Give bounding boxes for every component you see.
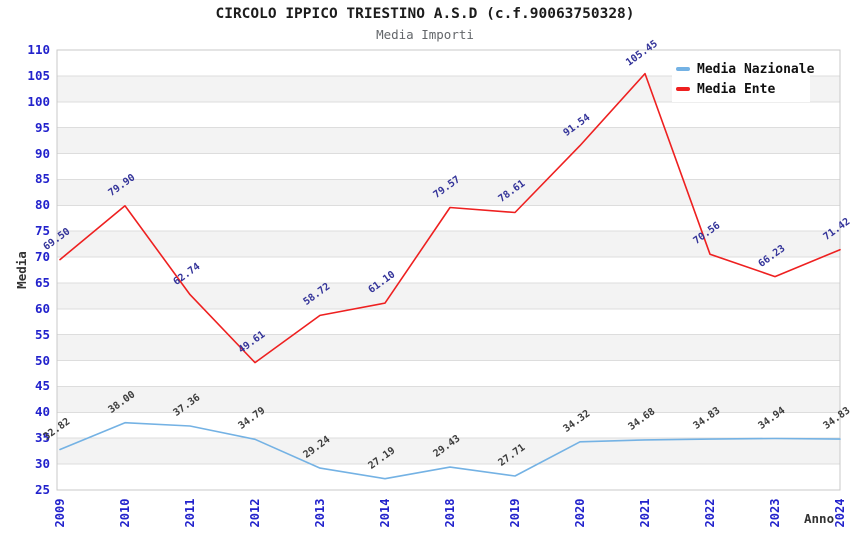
legend: Media Nazionale Media Ente xyxy=(672,57,814,102)
y-tick-label: 70 xyxy=(34,249,50,265)
x-tick-label: 2011 xyxy=(183,498,197,528)
x-tick-label: 2021 xyxy=(638,498,652,528)
x-tick-label: 2010 xyxy=(118,498,132,528)
x-tick-label: 2023 xyxy=(768,498,782,528)
plot-band xyxy=(57,282,840,309)
x-tick-label: 2014 xyxy=(378,498,392,528)
y-tick-label: 75 xyxy=(34,223,50,239)
chart-subtitle: Media Importi xyxy=(376,27,474,42)
y-tick-label: 85 xyxy=(34,171,50,187)
legend-item-media-nazionale: Media Nazionale xyxy=(676,59,814,79)
series-line-media-nazionale xyxy=(59,421,841,480)
chart-title: CIRCOLO IPPICO TRIESTINO A.S.D (c.f.9006… xyxy=(215,6,635,22)
x-tick-label: 2013 xyxy=(313,498,327,528)
media-nazionale-line-swatch-icon xyxy=(676,67,690,71)
x-tick-label: 2022 xyxy=(703,498,717,528)
x-axis-title: Anno xyxy=(804,511,835,526)
y-tick-label: 95 xyxy=(34,119,50,135)
y-tick-label: 50 xyxy=(34,352,50,368)
legend-label: Media Ente xyxy=(697,81,776,97)
plot-border xyxy=(56,49,841,491)
series-line-media-ente xyxy=(59,72,841,364)
plot-band xyxy=(57,179,840,206)
y-tick-label: 90 xyxy=(34,145,50,161)
plot-band xyxy=(57,127,840,154)
plot-band xyxy=(57,386,840,413)
plot-band xyxy=(57,231,840,258)
plot-band xyxy=(57,334,840,361)
y-axis-title: Media xyxy=(14,251,29,289)
y-tick-label: 40 xyxy=(34,404,50,420)
y-tick-label: 45 xyxy=(34,378,50,394)
y-tick-label: 25 xyxy=(34,482,50,497)
x-tick-label: 2020 xyxy=(573,498,587,528)
y-tick-label: 65 xyxy=(34,274,50,290)
y-tick-label: 30 xyxy=(34,456,50,472)
legend-label: Media Nazionale xyxy=(697,61,815,77)
x-tick-label: 2012 xyxy=(248,498,262,528)
y-tick-label: 60 xyxy=(34,300,50,316)
y-tick-label: 80 xyxy=(34,197,50,213)
y-tick-label: 110 xyxy=(27,42,50,57)
x-tick-label: 2009 xyxy=(53,498,67,528)
y-tick-label: 105 xyxy=(27,67,50,83)
media-ente-line-swatch-icon xyxy=(676,87,690,91)
legend-item-media-ente: Media Ente xyxy=(676,79,810,99)
x-tick-label: 2024 xyxy=(833,498,847,528)
plot-band xyxy=(57,438,840,465)
x-tick-label: 2018 xyxy=(443,498,457,528)
x-tick-label: 2019 xyxy=(508,498,522,528)
y-tick-label: 100 xyxy=(27,93,50,109)
y-tick-label: 35 xyxy=(34,430,50,446)
y-tick-label: 55 xyxy=(34,326,50,342)
